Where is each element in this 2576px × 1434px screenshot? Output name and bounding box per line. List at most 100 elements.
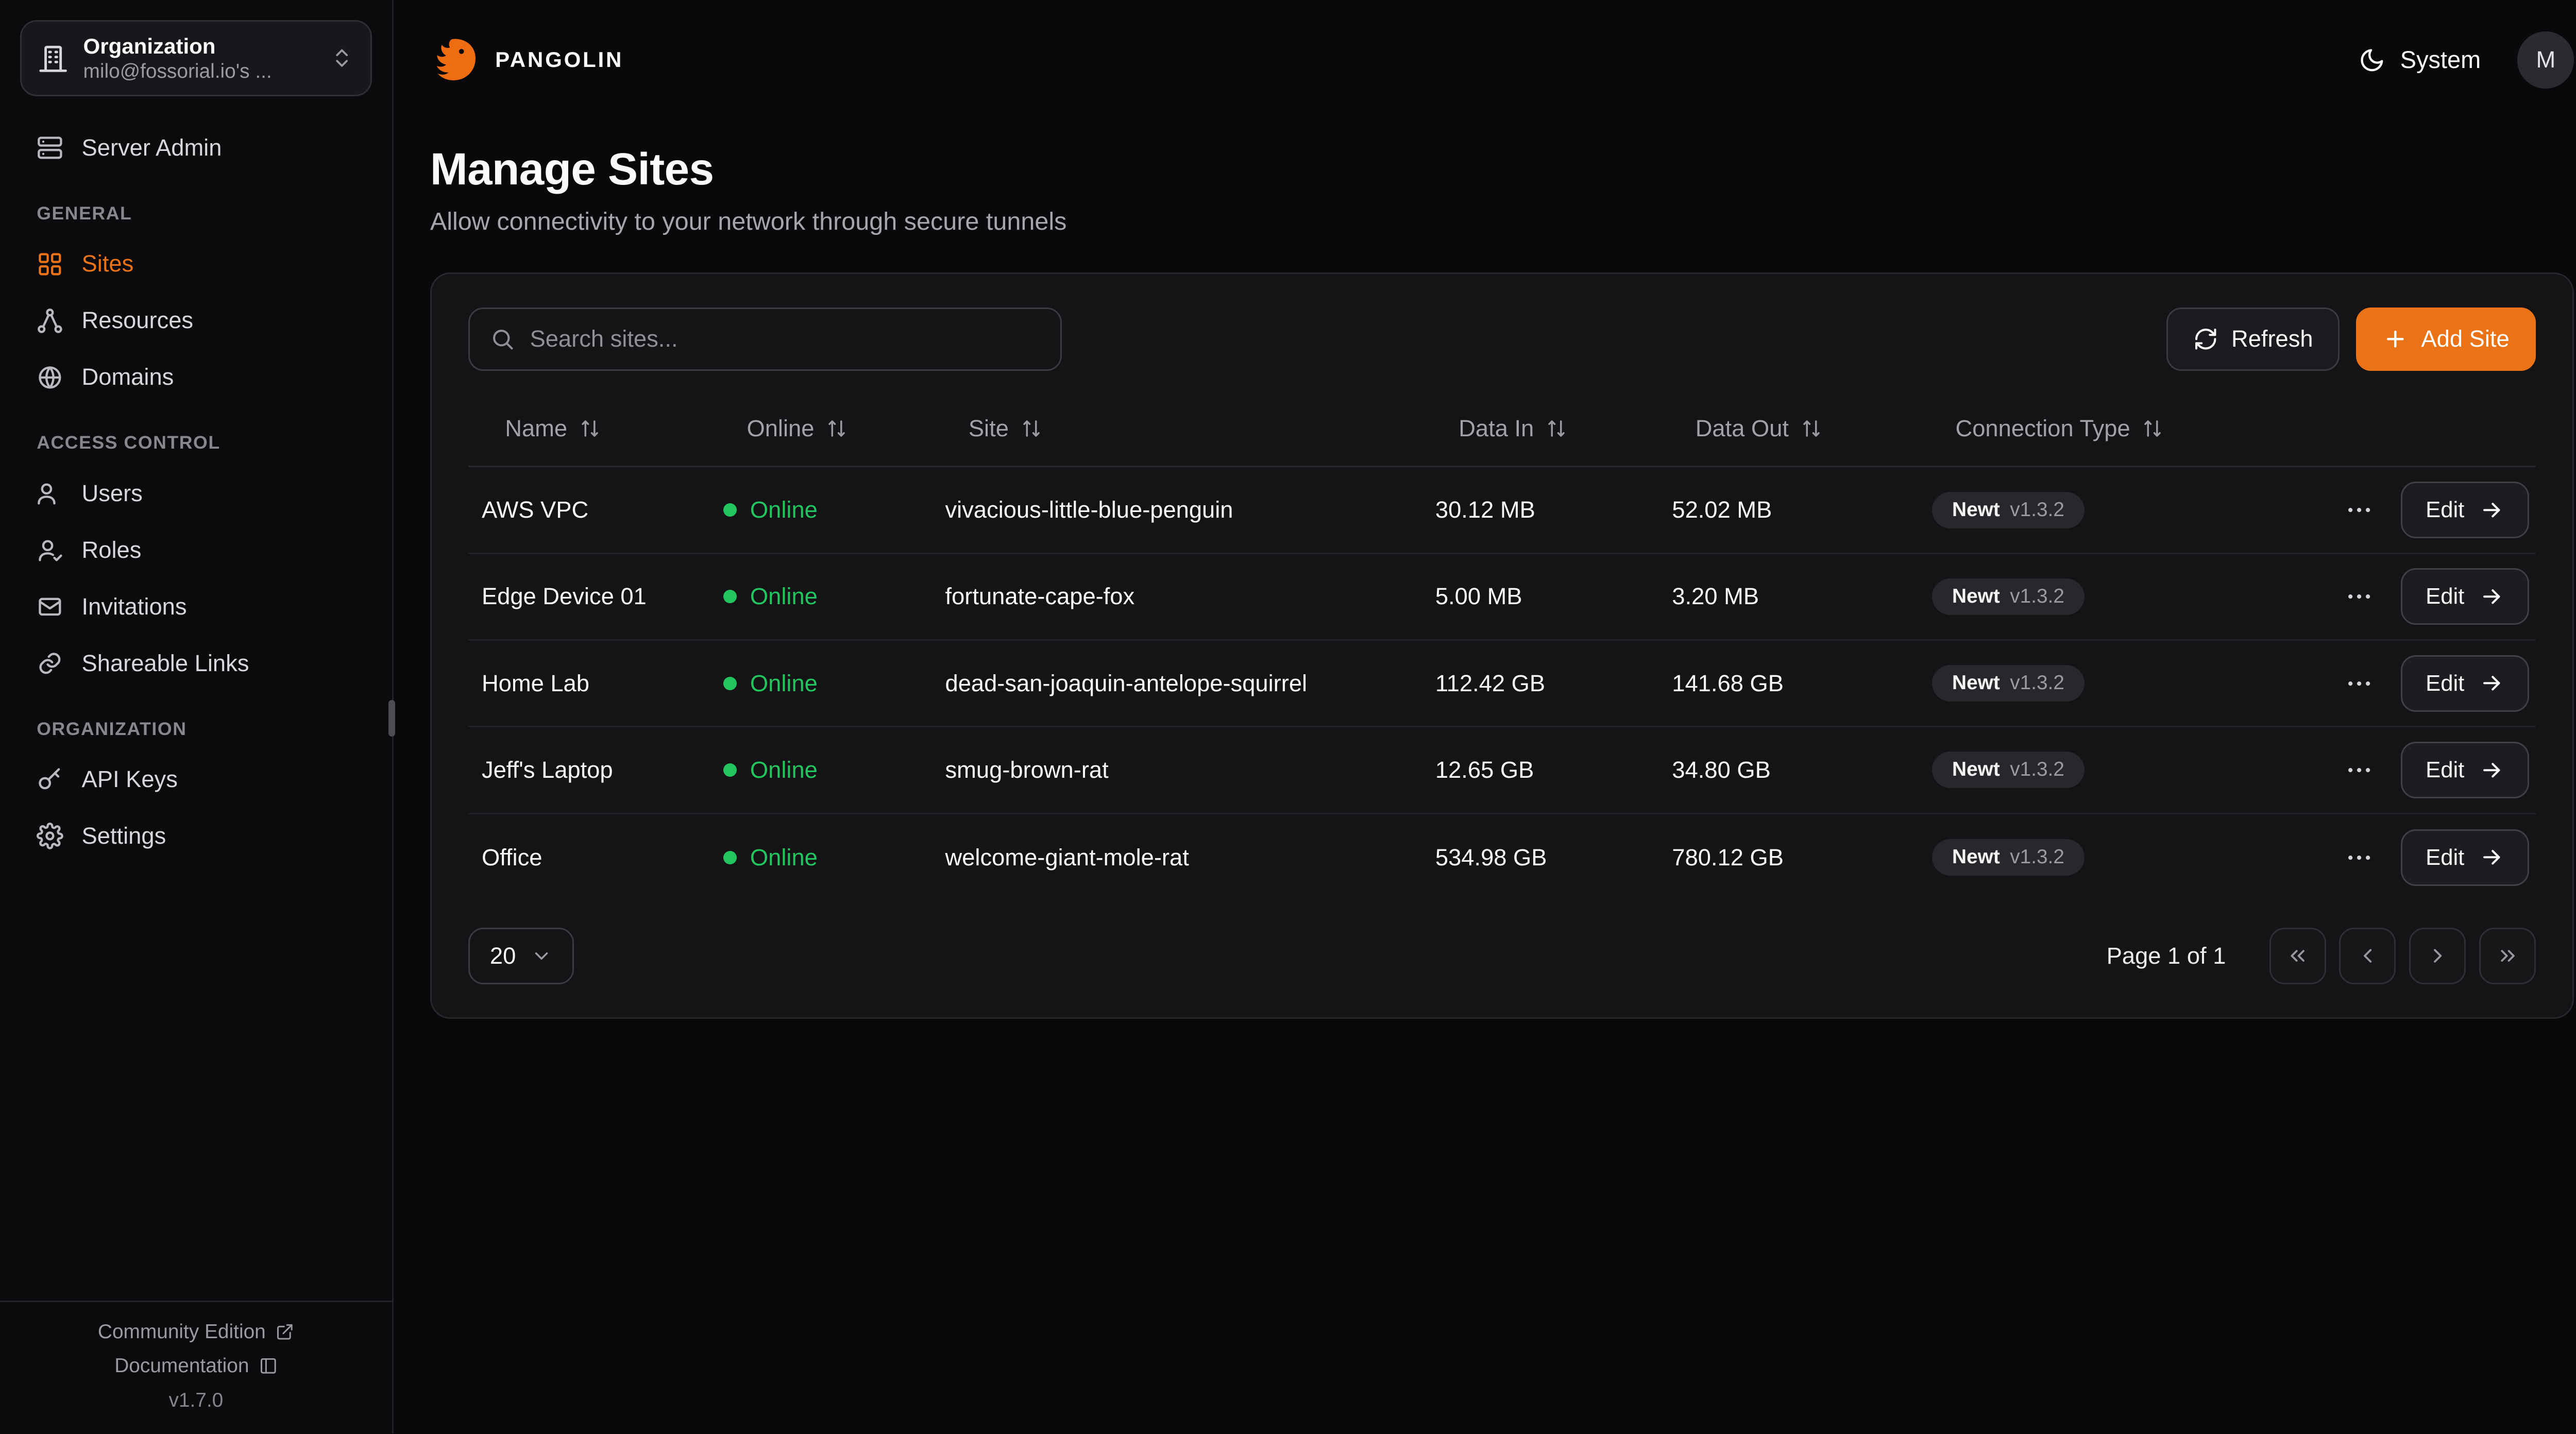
data-out-cell: 34.80 GB (1672, 756, 1771, 783)
edit-button[interactable]: Edit (2400, 655, 2530, 712)
sort-icon (1801, 418, 1822, 439)
row-actions-cell: Edit (2339, 829, 2536, 886)
row-actions-cell: Edit (2337, 741, 2536, 798)
online-status-cell: Online (710, 844, 931, 871)
sidebar-item-settings[interactable]: Settings (20, 808, 372, 864)
online-status-cell: Online (710, 757, 931, 783)
chevron-down-icon (531, 945, 552, 967)
column-header-data-out[interactable]: Data Out (1659, 415, 1919, 442)
chevrons-right-icon (2496, 944, 2519, 967)
pagination-next-button[interactable] (2409, 927, 2466, 984)
connection-type-cell: Newt v1.3.2 (1919, 491, 2338, 528)
book-icon (259, 1357, 278, 1375)
table-row: Home Lab Online dead-san-joaquin-antelop… (468, 641, 2536, 728)
column-header-online[interactable]: Online (710, 415, 931, 442)
row-menu-button[interactable] (2337, 748, 2381, 792)
connection-type-cell: Newt v1.3.2 (1919, 752, 2338, 789)
user-avatar[interactable]: M (2517, 31, 2574, 89)
search-input[interactable] (530, 326, 1041, 353)
brand[interactable]: PANGOLIN (430, 35, 623, 85)
sidebar-item-shareable-links[interactable]: Shareable Links (20, 635, 372, 692)
topbar: PANGOLIN System M (430, 0, 2574, 120)
site-id-cell: dead-san-joaquin-antelope-squirrel (945, 670, 1308, 696)
online-status-text: Online (750, 670, 818, 696)
site-name-cell: AWS VPC (481, 497, 589, 523)
sidebar-section-general: GENERAL (37, 202, 132, 224)
edit-button[interactable]: Edit (2400, 829, 2530, 886)
page-header: Manage Sites Allow connectivity to your … (430, 120, 2574, 272)
add-site-button[interactable]: Add Site (2356, 307, 2536, 371)
pagination-last-button[interactable] (2479, 927, 2536, 984)
online-status-text: Online (750, 844, 818, 870)
row-menu-button[interactable] (2337, 488, 2381, 532)
sort-icon (1546, 418, 1567, 439)
mail-icon (37, 593, 63, 620)
refresh-icon (2193, 327, 2218, 352)
community-edition-link[interactable]: Community Edition (98, 1321, 294, 1343)
theme-toggle-button[interactable]: System (2359, 46, 2481, 74)
sidebar-item-label: Settings (81, 823, 166, 849)
refresh-button[interactable]: Refresh (2166, 307, 2340, 371)
site-id-cell: fortunate-cape-fox (945, 583, 1135, 610)
data-out-cell: 52.02 MB (1672, 497, 1772, 523)
sidebar-item-invitations[interactable]: Invitations (20, 578, 372, 635)
grid-icon (37, 251, 63, 278)
arrow-right-icon (2479, 671, 2504, 696)
org-switcher[interactable]: Organization milo@fossorial.io's ... (20, 20, 372, 96)
edit-button[interactable]: Edit (2400, 741, 2530, 798)
sidebar-item-label: Invitations (81, 593, 187, 620)
online-status-cell: Online (710, 497, 931, 523)
column-header-name[interactable]: Name (468, 415, 710, 442)
documentation-link[interactable]: Documentation (114, 1355, 277, 1377)
column-header-connection-type[interactable]: Connection Type (1919, 415, 2338, 442)
server-icon (37, 134, 63, 161)
gear-icon (37, 823, 63, 850)
building-icon (38, 43, 68, 73)
moon-icon (2359, 47, 2385, 74)
edit-button[interactable]: Edit (2400, 568, 2530, 625)
data-in-cell: 5.00 MB (1435, 583, 1522, 610)
column-header-site[interactable]: Site (932, 415, 1422, 442)
page-subtitle: Allow connectivity to your network throu… (430, 207, 1067, 235)
pagination-prev-button[interactable] (2339, 927, 2396, 984)
pagination-first-button[interactable] (2269, 927, 2326, 984)
main-area: PANGOLIN System M Manage Sites Allow con… (393, 0, 2576, 1433)
sidebar-item-resources[interactable]: Resources (20, 292, 372, 349)
topbar-right: System M (2359, 31, 2574, 89)
table-row: Office Online welcome-giant-mole-rat 534… (468, 814, 2536, 901)
sidebar-item-server-admin[interactable]: Server Admin (20, 120, 372, 176)
sidebar-item-domains[interactable]: Domains (20, 349, 372, 405)
user-roles-icon (37, 537, 63, 564)
site-name-cell: Edge Device 01 (481, 583, 647, 610)
sidebar-item-sites[interactable]: Sites (20, 235, 372, 292)
table-header-row: Name Online Site Data In (468, 391, 2536, 468)
sidebar: Organization milo@fossorial.io's ... Ser… (0, 0, 396, 1433)
connection-type-badge: Newt v1.3.2 (1932, 578, 2084, 615)
sidebar-item-users[interactable]: Users (20, 465, 372, 522)
link-icon (37, 650, 63, 677)
waypoints-icon (37, 308, 63, 334)
ellipsis-icon (2344, 669, 2374, 698)
sites-toolbar: Refresh Add Site (468, 307, 2536, 371)
row-menu-button[interactable] (2337, 575, 2381, 618)
chevron-right-icon (2426, 944, 2449, 967)
sidebar-footer: Community Edition Documentation v1.7.0 (0, 1301, 392, 1433)
sidebar-item-label: API Keys (81, 766, 178, 793)
sidebar-item-api-keys[interactable]: API Keys (20, 751, 372, 808)
row-menu-button[interactable] (2337, 662, 2381, 705)
online-status-dot (723, 503, 737, 517)
sidebar-resize-handle[interactable] (388, 700, 396, 737)
connection-type-badge: Newt v1.3.2 (1932, 491, 2084, 528)
chevrons-left-icon (2286, 944, 2309, 967)
ellipsis-icon (2344, 843, 2374, 873)
sidebar-item-label: Domains (81, 364, 174, 390)
row-menu-button[interactable] (2337, 836, 2381, 879)
sort-icon (1021, 418, 1042, 439)
site-name-cell: Home Lab (481, 670, 589, 696)
connection-type-cell: Newt v1.3.2 (1919, 839, 2338, 876)
page-size-select[interactable]: 20 (468, 927, 574, 984)
edit-button[interactable]: Edit (2400, 482, 2530, 539)
sidebar-item-roles[interactable]: Roles (20, 522, 372, 578)
column-header-data-in[interactable]: Data In (1422, 415, 1659, 442)
